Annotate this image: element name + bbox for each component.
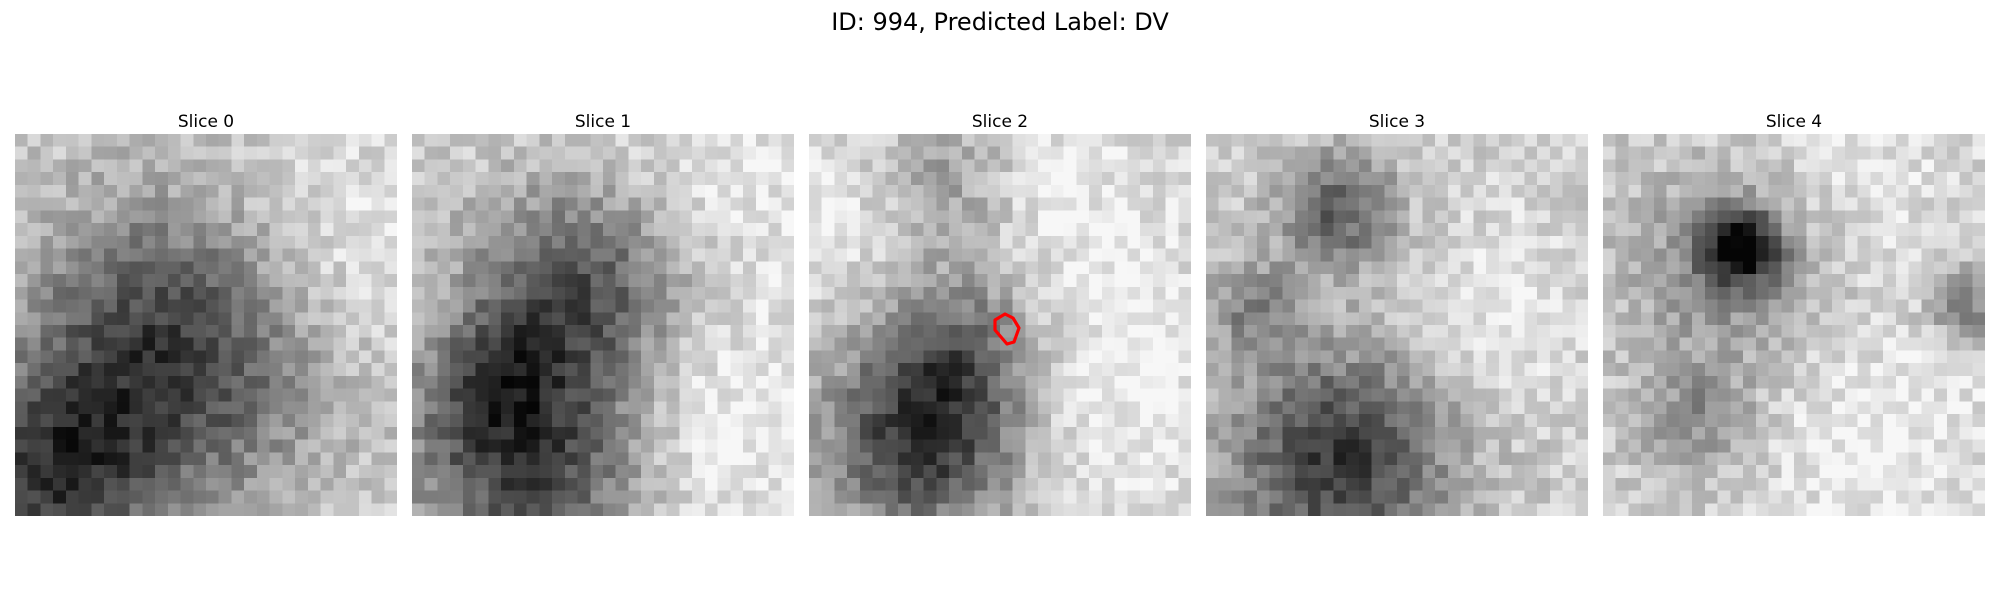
slice-image [1603,134,1985,516]
figure-title: ID: 994, Predicted Label: DV [831,8,1169,36]
slice-panel-1: Slice 1 [412,110,794,516]
slice-title: Slice 2 [971,112,1029,132]
slice-title: Slice 1 [574,112,632,132]
slice-image [412,134,794,516]
slice-panel-3: Slice 3 [1206,110,1588,516]
slice-title: Slice 4 [1765,112,1823,132]
slice-panel-0: Slice 0 [15,110,397,516]
slice-panel-2: Slice 2 [809,110,1191,516]
slice-title: Slice 3 [1368,112,1426,132]
slice-image [15,134,397,516]
slice-image [1206,134,1588,516]
slice-title: Slice 0 [177,112,235,132]
slice-image [809,134,1191,516]
slice-panel-4: Slice 4 [1603,110,1985,516]
